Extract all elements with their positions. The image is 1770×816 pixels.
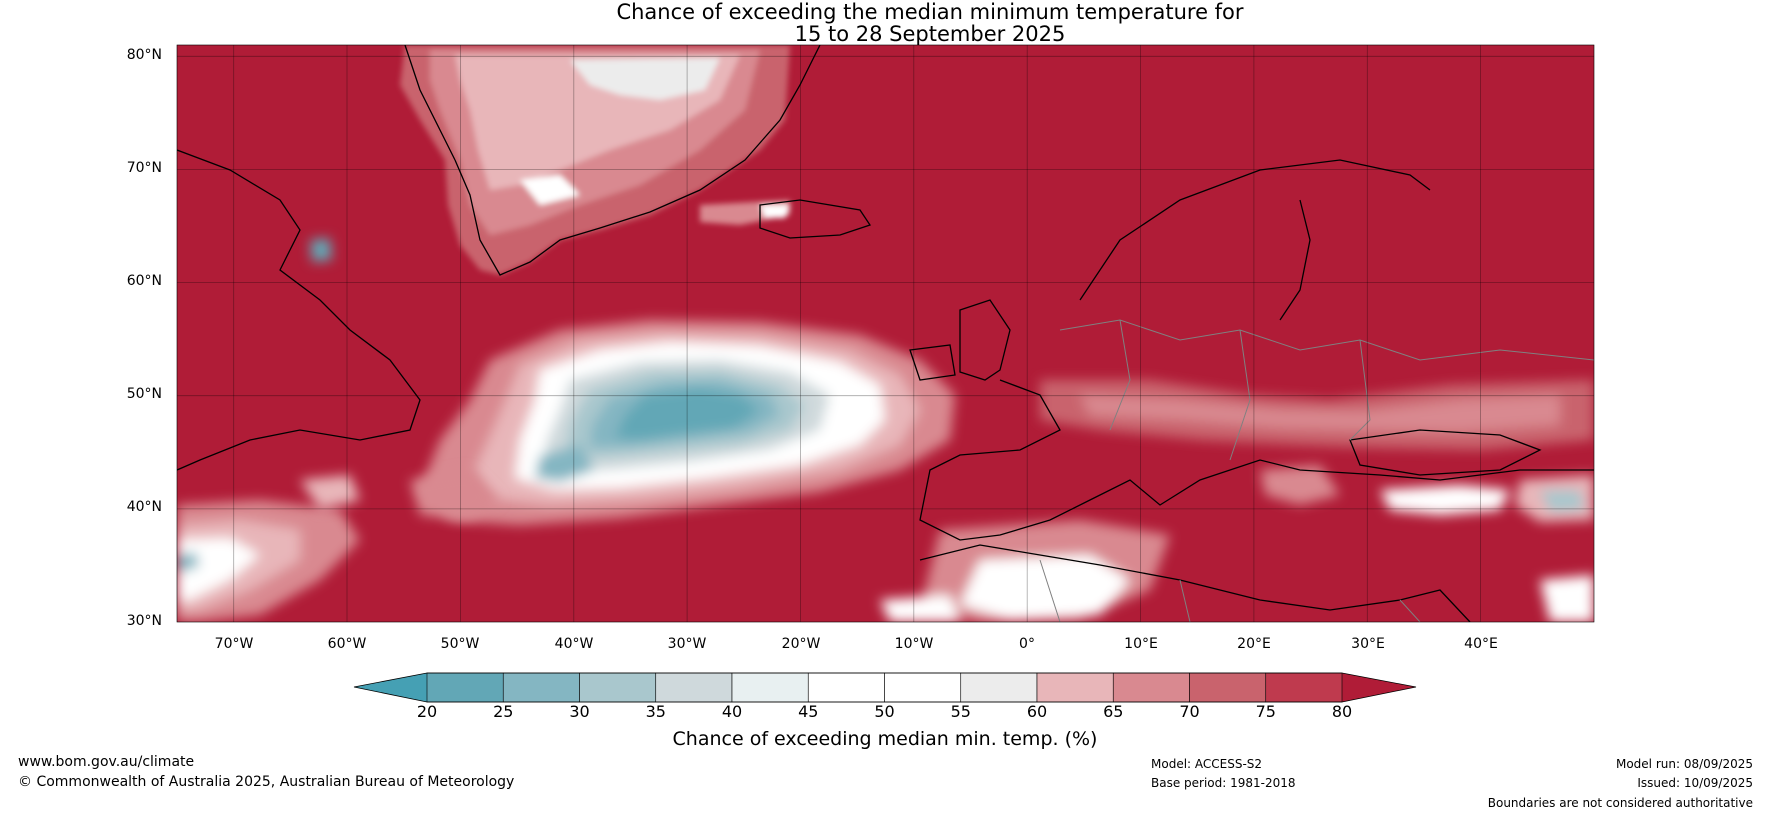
colorbar-segment: [884, 672, 962, 703]
greenland-coast: [454, 45, 821, 276]
colorbar-tick-label: 50: [874, 702, 895, 721]
colorbar-segment: [1112, 672, 1190, 703]
lat-label-70n: 70°N: [126, 160, 162, 176]
footer-model-run: Model run: 08/09/2025: [1615, 757, 1753, 771]
colorbar-segment: [426, 672, 504, 703]
map-frame: [176, 44, 1595, 623]
lon-label-50w: 50°W: [440, 636, 480, 652]
colorbar-segment: [960, 672, 1038, 703]
lat-label-40n: 40°N: [126, 499, 162, 515]
lon-label-10e: 10°E: [1124, 636, 1158, 652]
colorbar-segment: [807, 672, 885, 703]
lon-label-30e: 30°E: [1351, 636, 1385, 652]
footer-model: Model: ACCESS-S2: [1151, 757, 1263, 771]
lat-label-50n: 50°N: [126, 386, 162, 402]
colorbar-tick-label: 20: [416, 702, 438, 721]
atlantic-probability-field: [420, 320, 955, 525]
colorbar-tick-label: 65: [1103, 702, 1124, 721]
lat-label-80n: 80°N: [126, 47, 162, 63]
colorbar-tick-label: 55: [950, 702, 971, 721]
lon-label-20e: 20°E: [1237, 636, 1271, 652]
lon-label-10w: 10°W: [894, 636, 934, 652]
colorbar-tick-label: 80: [1331, 702, 1353, 721]
footer-website: www.bom.gov.au/climate: [18, 754, 195, 770]
map-title-line-1: Chance of exceeding the median minimum t…: [616, 0, 1244, 24]
southwest-atlantic-field: [177, 470, 500, 622]
map-plot-area: [177, 45, 1594, 622]
map-title-line-2: 15 to 28 September 2025: [794, 22, 1066, 46]
ireland-coast: [909, 344, 956, 381]
lon-label-70w: 70°W: [214, 636, 254, 652]
colorbar-segment: [655, 672, 733, 703]
north-africa-coast: [919, 544, 1471, 622]
colorbar-label: Chance of exceeding median min. temp. (%…: [672, 728, 1098, 750]
colorbar-tick-label: 40: [721, 702, 743, 721]
lon-label-30w: 30°W: [667, 636, 707, 652]
lat-label-30n: 30°N: [126, 613, 162, 629]
lon-label-60w: 60°W: [327, 636, 367, 652]
lon-label-40w: 40°W: [554, 636, 594, 652]
north-america-coast: [177, 149, 421, 471]
coastlines: [177, 45, 1594, 622]
colorbar-low-extension: [354, 673, 427, 702]
lat-label-60n: 60°N: [126, 273, 162, 289]
lon-label-0: 0°: [1019, 636, 1035, 652]
colorbar-segment: [1189, 672, 1267, 703]
colorbar-tick-label: 70: [1179, 702, 1200, 721]
colorbar: [353, 672, 1417, 703]
colorbar-tick-label: 60: [1026, 702, 1048, 721]
greenland-probability-field: [400, 45, 790, 275]
lon-label-20w: 20°W: [781, 636, 821, 652]
colorbar-segment: [731, 672, 809, 703]
colorbar-tick-label: 30: [569, 702, 590, 721]
colorbar-tick-label: 75: [1255, 702, 1276, 721]
great-britain-coast: [959, 299, 1011, 381]
iceland-coast: [759, 199, 872, 239]
greenland-west-coast: [404, 45, 456, 161]
black-sea-coast: [1349, 429, 1542, 476]
colorbar-tick-label: 45: [798, 702, 819, 721]
colorbar-high-extension: [1342, 673, 1416, 702]
footer-copyright: © Commonwealth of Australia 2025, Austra…: [18, 774, 515, 790]
footer-base-period: Base period: 1981-2018: [1151, 776, 1296, 790]
footer-issued: Issued: 10/09/2025: [1637, 776, 1753, 790]
lon-label-40e: 40°E: [1464, 636, 1498, 652]
graticule: [177, 45, 1594, 622]
europe-south-coast: [919, 379, 1594, 541]
colorbar-outline: [353, 672, 1417, 703]
colorbar-segment: [579, 672, 657, 703]
colorbar-tick-label: 25: [493, 702, 514, 721]
colorbar-tick-label: 35: [645, 702, 666, 721]
footer-disclaimer: Boundaries are not considered authoritat…: [1487, 796, 1753, 810]
country-borders: [1039, 319, 1594, 622]
map-background-above-80: [177, 45, 1594, 622]
baltic-coast: [1279, 199, 1311, 321]
scandinavia-coast: [1079, 159, 1431, 301]
colorbar-segment: [502, 672, 580, 703]
colorbar-segment: [1036, 672, 1114, 703]
colorbar-segment: [1265, 672, 1343, 703]
